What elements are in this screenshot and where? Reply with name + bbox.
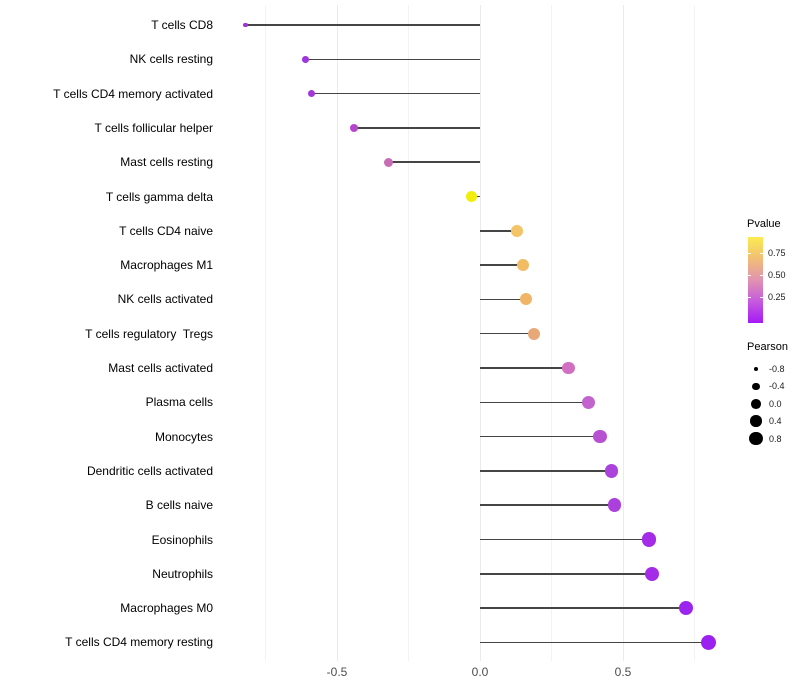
stem-line <box>480 230 518 232</box>
y-axis-label: Monocytes <box>154 429 213 444</box>
data-point <box>528 327 541 340</box>
gridline-major <box>336 5 338 661</box>
pvalue-tick-mark <box>748 253 751 254</box>
y-axis-label: T cells CD4 memory resting <box>65 635 213 650</box>
y-axis-label: Macrophages M0 <box>120 601 213 616</box>
pvalue-legend-title: Pvalue <box>747 218 781 230</box>
y-axis-label: T cells CD8 <box>151 18 213 32</box>
y-axis-label: Eosinophils <box>151 532 213 547</box>
gridline-minor <box>265 5 266 661</box>
y-axis-label: T cells gamma delta <box>105 189 213 204</box>
y-axis-label: Macrophages M1 <box>120 258 213 273</box>
stem-line <box>480 264 523 266</box>
data-point <box>307 90 315 98</box>
pvalue-tick-mark <box>748 297 751 298</box>
pearson-size-label: -0.8 <box>769 364 785 374</box>
stem-line <box>311 92 480 95</box>
data-point <box>641 532 656 547</box>
y-axis-label: T cells CD4 naive <box>119 223 213 238</box>
data-point <box>678 600 694 616</box>
pvalue-tick-label: 0.50 <box>768 270 786 280</box>
stem-line <box>480 401 589 404</box>
y-axis-label: B cells naive <box>145 498 213 513</box>
x-axis-tick-label: 0.5 <box>614 665 632 679</box>
data-point <box>593 429 607 444</box>
stem-line <box>245 24 480 26</box>
y-axis-label: Mast cells activated <box>108 361 213 375</box>
gridline-minor <box>694 5 695 661</box>
stem-line <box>480 607 686 609</box>
stem-line <box>480 367 569 369</box>
y-axis-label: NK cells activated <box>117 292 213 307</box>
data-point <box>604 464 619 478</box>
stem-line <box>305 58 480 61</box>
data-point <box>644 566 659 581</box>
data-point <box>243 22 248 28</box>
y-axis-label: T cells CD4 memory activated <box>53 86 213 101</box>
pearson-size-dot <box>752 382 760 391</box>
x-axis-tick-label: -0.5 <box>326 665 348 679</box>
stem-line <box>480 641 709 644</box>
pearson-size-dot <box>751 398 761 409</box>
pvalue-colorbar <box>748 237 763 323</box>
y-axis-label: T cells regulatory Tregs <box>85 326 213 341</box>
data-point <box>519 293 532 306</box>
pearson-size-dot <box>749 432 763 446</box>
data-point <box>465 191 477 202</box>
y-axis-label: T cells follicular helper <box>94 120 214 135</box>
gridline-major <box>622 5 624 661</box>
stem-line <box>480 538 649 541</box>
x-axis-tick-label: 0.0 <box>471 665 489 679</box>
stem-line <box>480 470 612 472</box>
pearson-size-label: 0.4 <box>769 416 782 427</box>
data-point <box>701 634 717 650</box>
pvalue-tick-mark <box>760 297 763 298</box>
pvalue-tick-mark <box>760 275 763 276</box>
data-point <box>511 224 524 237</box>
data-point <box>350 123 359 133</box>
pvalue-tick-label: 0.75 <box>768 248 786 258</box>
pearson-size-label: -0.4 <box>769 381 785 392</box>
stem-line <box>480 573 652 575</box>
data-point <box>562 361 576 375</box>
pearson-size-label: 0.0 <box>769 398 782 409</box>
stem-line <box>480 298 526 301</box>
data-point <box>302 55 309 63</box>
pearson-size-dot <box>753 366 759 372</box>
y-axis-label: Plasma cells <box>145 395 213 410</box>
pvalue-tick-label: 0.25 <box>768 292 786 302</box>
stem-line <box>388 161 480 163</box>
data-point <box>383 157 394 167</box>
y-axis-label: Neutrophils <box>152 566 213 581</box>
y-axis-label: Mast cells resting <box>120 155 213 170</box>
pvalue-tick-mark <box>748 275 751 276</box>
y-axis-label: Dendritic cells activated <box>86 463 213 478</box>
data-point <box>582 395 596 409</box>
stem-line <box>480 435 601 438</box>
stem-line <box>480 332 535 335</box>
pearson-legend-title: Pearson <box>747 341 788 353</box>
data-point <box>516 259 529 272</box>
data-point <box>607 498 622 512</box>
gridline-minor <box>408 5 409 661</box>
stem-line <box>354 127 480 129</box>
gridline-minor <box>551 5 552 661</box>
y-axis-label: NK cells resting <box>129 52 213 67</box>
pvalue-tick-mark <box>760 253 763 254</box>
stem-line <box>480 504 615 506</box>
pearson-size-label: 0.8 <box>769 433 782 444</box>
pearson-size-dot <box>750 415 762 427</box>
